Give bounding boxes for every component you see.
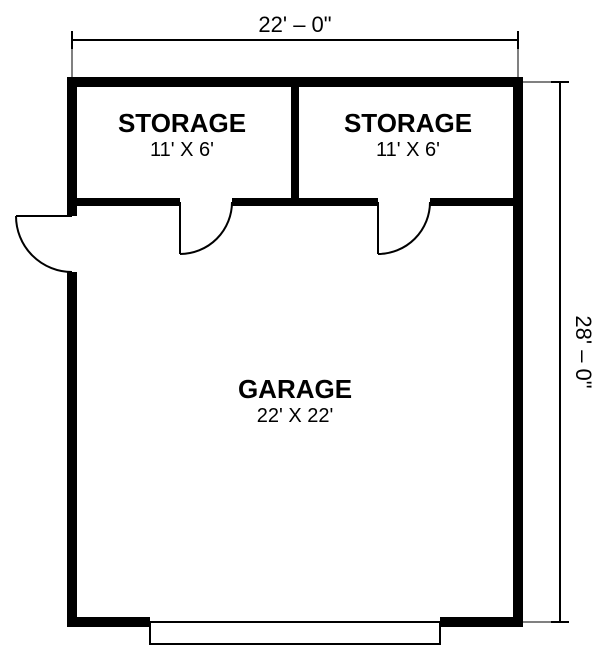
garage-label: GARAGE bbox=[238, 374, 352, 404]
floorplan-canvas: 22' – 0" 28' – 0" bbox=[0, 0, 600, 657]
storage-door-left bbox=[180, 202, 232, 254]
side-door bbox=[16, 216, 72, 272]
garage-apron bbox=[150, 622, 440, 644]
storage-right-dim: 11' X 6' bbox=[376, 139, 440, 161]
walls bbox=[67, 82, 523, 622]
storage-left-label: STORAGE bbox=[118, 108, 246, 138]
storage-door-right bbox=[378, 202, 430, 254]
storage-left-dim: 11' X 6' bbox=[150, 139, 214, 161]
dimension-top: 22' – 0" bbox=[72, 12, 518, 77]
floorplan-svg: 22' – 0" 28' – 0" bbox=[0, 0, 600, 657]
garage-dim: 22' X 22' bbox=[257, 405, 334, 427]
dimension-right: 28' – 0" bbox=[523, 82, 596, 622]
doors bbox=[16, 202, 430, 272]
storage-right-label: STORAGE bbox=[344, 108, 472, 138]
dimension-top-label: 22' – 0" bbox=[258, 12, 331, 37]
dimension-right-label: 28' – 0" bbox=[571, 315, 596, 388]
